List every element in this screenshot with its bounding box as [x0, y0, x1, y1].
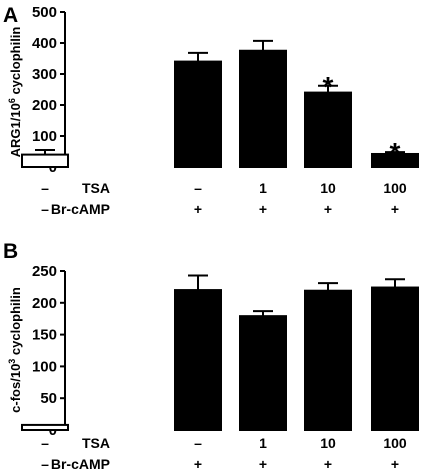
- y-axis-label-suffix: cyclophilin: [8, 27, 23, 99]
- treatment-value: +: [259, 201, 267, 217]
- panel-b: B 050100150200250c-fos/103 cyclophilinTS…: [3, 240, 419, 472]
- y-tick-label: 100: [32, 128, 57, 145]
- y-axis-label-superscript: 6: [7, 98, 17, 103]
- y-tick-label: 400: [32, 35, 57, 52]
- bar: [304, 91, 352, 168]
- treatment-value: –: [41, 180, 49, 196]
- treatment-value: 100: [383, 180, 407, 196]
- y-tick-label: 250: [32, 263, 57, 280]
- treatment-value: +: [391, 456, 399, 472]
- treatment-value: 10: [320, 435, 336, 451]
- treatment-value: +: [391, 201, 399, 217]
- panel-letter: A: [3, 4, 18, 27]
- treatment-value: +: [324, 201, 332, 217]
- treatment-value: –: [41, 456, 49, 472]
- treatment-value: –: [194, 180, 202, 196]
- bar: [239, 315, 287, 432]
- treatment-value: –: [41, 435, 49, 451]
- y-axis-label-superscript: 3: [7, 359, 17, 364]
- y-axis-label: ARG1/106 cyclophilin: [7, 27, 23, 158]
- treatment-value: 10: [320, 180, 336, 196]
- treatment-value: +: [194, 456, 202, 472]
- y-tick-label: 100: [32, 358, 57, 375]
- bar: [21, 153, 69, 169]
- treatment-value: 1: [259, 435, 267, 451]
- treatment-row-label: Br-cAMP: [51, 456, 110, 472]
- significance-mark: *: [323, 71, 334, 102]
- treatment-value: +: [259, 456, 267, 472]
- treatment-row-label: TSA: [82, 435, 110, 451]
- bar: [174, 60, 222, 168]
- bar: [304, 289, 352, 431]
- treatment-value: +: [324, 456, 332, 472]
- y-tick-label: 200: [32, 97, 57, 114]
- y-axis-label-main: c-fos/10: [8, 364, 23, 413]
- bar: [371, 286, 419, 432]
- treatment-value: 1: [259, 180, 267, 196]
- treatment-value: –: [194, 435, 202, 451]
- bar: [239, 49, 287, 168]
- treatment-value: 100: [383, 435, 407, 451]
- bar: [21, 423, 69, 431]
- y-tick-label: 200: [32, 295, 57, 312]
- treatment-row-label: TSA: [82, 180, 110, 196]
- panel-letter: B: [3, 240, 18, 263]
- y-tick-label: 300: [32, 66, 57, 83]
- y-axis-label: c-fos/103 cyclophilin: [7, 287, 23, 413]
- y-axis-label-suffix: cyclophilin: [8, 287, 23, 359]
- y-tick-label: 150: [32, 327, 57, 344]
- treatment-value: –: [41, 201, 49, 217]
- y-tick-label: 500: [32, 4, 57, 21]
- significance-mark: *: [390, 137, 401, 168]
- treatment-value: +: [194, 201, 202, 217]
- y-axis-label-main: ARG1/10: [8, 103, 23, 157]
- panel-a: A 0100200300400500ARG1/106 cyclophilin**…: [3, 4, 419, 217]
- y-tick-label: 50: [40, 390, 57, 407]
- bar: [174, 289, 222, 431]
- treatment-row-label: Br-cAMP: [51, 201, 110, 217]
